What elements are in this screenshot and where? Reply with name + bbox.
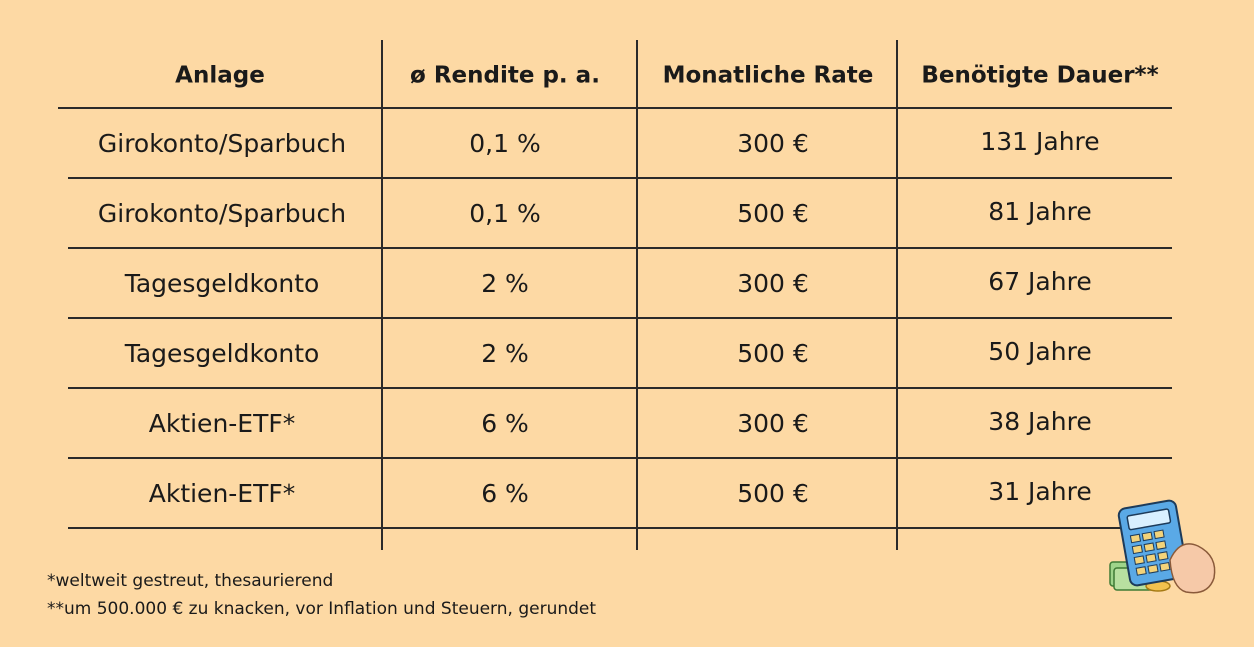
table-cell: Girokonto/Sparbuch: [98, 129, 346, 158]
table-rules: [58, 40, 1172, 550]
table-cells: Anlage ø Rendite p. a. Monatliche Rate Benö…: [68, 63, 1172, 529]
table-cell: 500 €: [737, 339, 809, 368]
table-cell: 0,1 %: [469, 129, 540, 158]
table-cell: 6 %: [481, 479, 529, 508]
table-cell: 300 €: [737, 269, 809, 298]
calculator-keys: [1129, 529, 1171, 576]
table-cell: 67 Jahre: [988, 267, 1091, 296]
table-cell: Girokonto/Sparbuch: [98, 199, 346, 228]
column-header: Anlage: [175, 63, 265, 89]
table-cell: 81 Jahre: [988, 197, 1091, 226]
footnote: **um 500.000 € zu knacken, vor Inflation…: [47, 599, 596, 619]
column-header: Benötigte Dauer**: [921, 63, 1158, 89]
column-header: Monatliche Rate: [663, 63, 874, 89]
table-cell: 131 Jahre: [980, 127, 1099, 156]
table-cell: 500 €: [737, 199, 809, 228]
table-cell: Tagesgeldkonto: [124, 269, 320, 298]
table-cell: 300 €: [737, 409, 809, 438]
table-cell: 0,1 %: [469, 199, 540, 228]
calculator-illustration: [1109, 499, 1216, 594]
table-cell: Aktien-ETF*: [149, 409, 296, 438]
table-cell: 2 %: [481, 269, 529, 298]
table-cell: 38 Jahre: [988, 407, 1091, 436]
table-cell: 2 %: [481, 339, 529, 368]
table-cell: 500 €: [737, 479, 809, 508]
table-cell: 31 Jahre: [988, 477, 1091, 506]
table-cell: Tagesgeldkonto: [124, 339, 320, 368]
table-cell: 50 Jahre: [988, 337, 1091, 366]
calculator-display: [1126, 508, 1172, 531]
table-cell: 6 %: [481, 409, 529, 438]
table-cell: 300 €: [737, 129, 809, 158]
hand: [1169, 543, 1216, 594]
table-cell: Aktien-ETF*: [149, 479, 296, 508]
column-header: ø Rendite p. a.: [410, 63, 600, 89]
footnote: *weltweit gestreut, thesaurierend: [47, 571, 333, 591]
